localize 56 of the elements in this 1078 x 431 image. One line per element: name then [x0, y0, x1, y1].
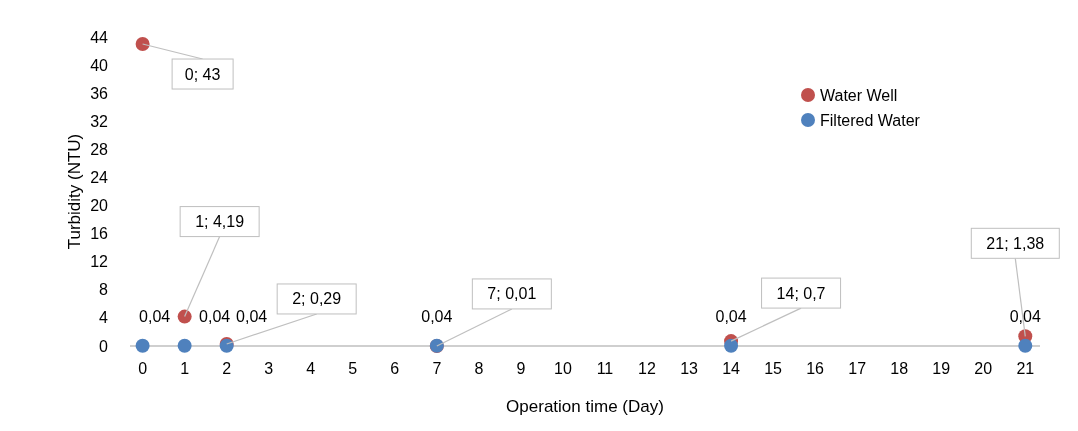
- point: [1018, 338, 1033, 353]
- x-tick-label: 14: [722, 360, 741, 377]
- point: [135, 37, 150, 52]
- point: [135, 338, 150, 353]
- x-tick-label: 20: [974, 360, 993, 377]
- x-tick-label: 5: [348, 360, 358, 377]
- x-tick-label: 18: [890, 360, 909, 377]
- y-tick-label: 20: [90, 197, 109, 215]
- y-tick-label: 44: [90, 28, 109, 46]
- x-tick-label: 19: [932, 360, 951, 377]
- y-axis-title: Turbidity (NTU): [65, 133, 84, 250]
- y-tick-label: 24: [90, 168, 109, 186]
- y-tick-label: 0: [99, 337, 109, 355]
- data-label: 0,04: [236, 307, 268, 325]
- y-tick-label: 36: [90, 84, 109, 102]
- x-tick-label: 3: [264, 360, 274, 377]
- x-tick-label: 10: [554, 360, 572, 377]
- data-label: 0,04: [421, 307, 453, 325]
- y-tick-label: 12: [90, 253, 109, 271]
- data-label: 2; 0,29: [292, 290, 342, 308]
- point: [724, 338, 739, 353]
- x-tick-label: 6: [390, 360, 400, 377]
- y-tick-label: 28: [90, 140, 109, 158]
- x-tick-label: 17: [848, 360, 867, 377]
- y-tick-label: 40: [90, 56, 109, 74]
- x-tick-label: 8: [474, 360, 484, 377]
- data-label: 7; 0,01: [487, 285, 537, 303]
- data-label: 14; 0,7: [776, 284, 826, 302]
- x-tick-label: 7: [432, 360, 442, 377]
- x-tick-label: 11: [596, 360, 614, 377]
- legend-label: Water Well: [820, 86, 898, 104]
- data-label: 0,04: [715, 307, 747, 325]
- x-tick-label: 12: [638, 360, 656, 377]
- y-tick-label: 16: [90, 225, 109, 243]
- x-tick-label: 13: [680, 360, 699, 377]
- x-tick-label: 9: [516, 360, 526, 377]
- x-tick-label: 16: [806, 360, 825, 377]
- y-tick-label: 8: [99, 281, 109, 299]
- point: [177, 338, 192, 353]
- y-tick-label: 4: [99, 309, 109, 327]
- x-tick-label: 21: [1016, 360, 1035, 377]
- x-tick-label: 15: [764, 360, 783, 377]
- x-tick-label: 4: [306, 360, 316, 377]
- legend-label: Filtered Water: [820, 111, 921, 129]
- data-label: 21; 1,38: [986, 234, 1045, 252]
- x-tick-label: 1: [180, 360, 190, 377]
- x-tick-label: 2: [222, 360, 232, 377]
- data-label: 0,04: [139, 307, 171, 325]
- data-label: 0,04: [1009, 307, 1041, 325]
- x-tick-label: 0: [138, 360, 148, 377]
- y-tick-label: 32: [90, 112, 109, 130]
- x-axis-title: Operation time (Day): [506, 397, 664, 416]
- data-label: 0,04: [199, 307, 231, 325]
- data-label: 0; 43: [184, 65, 221, 83]
- point: [177, 309, 192, 324]
- data-label: 1; 4,19: [195, 213, 245, 231]
